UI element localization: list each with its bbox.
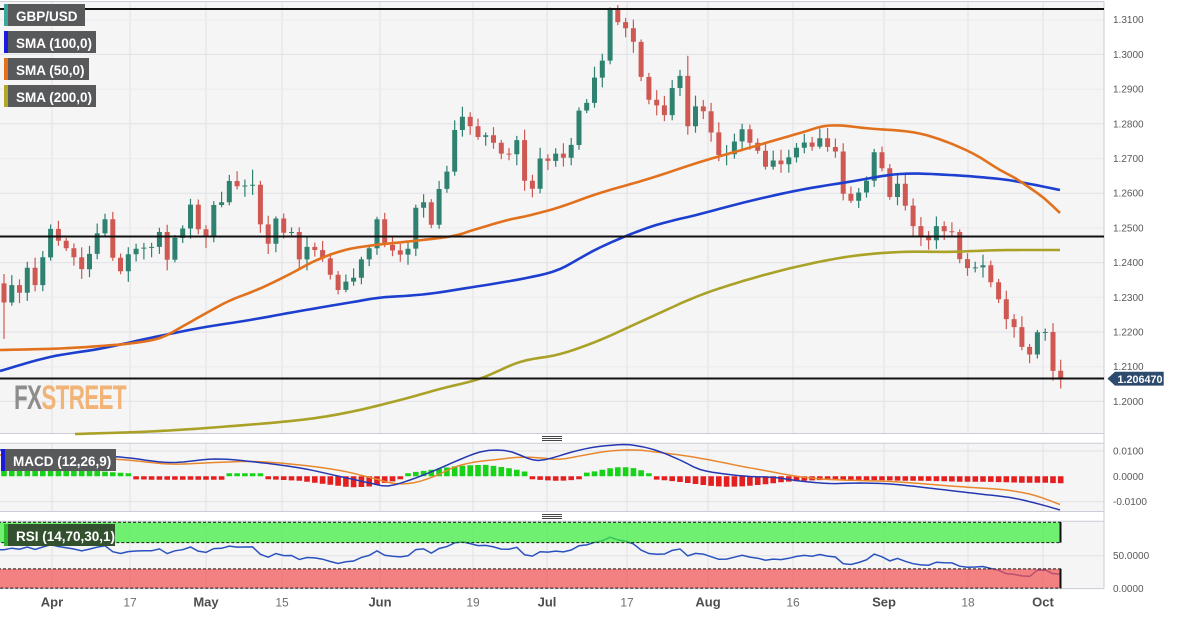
svg-text:0.0000: 0.0000 (1113, 584, 1144, 595)
svg-text:1.2700: 1.2700 (1113, 154, 1144, 165)
svg-text:1.2500: 1.2500 (1113, 223, 1144, 234)
svg-text:Aug: Aug (695, 595, 720, 610)
svg-text:1.2900: 1.2900 (1113, 85, 1144, 96)
svg-text:0.0000: 0.0000 (1113, 472, 1144, 483)
svg-text:1.2000: 1.2000 (1113, 397, 1144, 408)
svg-text:19: 19 (466, 596, 480, 610)
svg-text:Jul: Jul (538, 595, 557, 610)
svg-text:0.0100: 0.0100 (1113, 447, 1144, 458)
svg-text:RSI (14,70,30,1): RSI (14,70,30,1) (16, 529, 115, 544)
svg-text:May: May (193, 595, 219, 610)
svg-text:SMA (200,0): SMA (200,0) (16, 90, 92, 105)
svg-text:Oct: Oct (1032, 595, 1054, 610)
svg-text:1.3100: 1.3100 (1113, 15, 1144, 26)
svg-text:1.2600: 1.2600 (1113, 189, 1144, 200)
svg-text:50.0000: 50.0000 (1113, 551, 1150, 562)
svg-text:1.2400: 1.2400 (1113, 258, 1144, 269)
svg-text:15: 15 (275, 596, 289, 610)
svg-text:1.3000: 1.3000 (1113, 50, 1144, 61)
svg-text:SMA (50,0): SMA (50,0) (16, 63, 85, 78)
svg-text:1.2200: 1.2200 (1113, 328, 1144, 339)
svg-text:16: 16 (786, 596, 800, 610)
svg-text:1.206470: 1.206470 (1118, 374, 1163, 386)
svg-text:17: 17 (123, 596, 137, 610)
svg-text:17: 17 (620, 596, 634, 610)
svg-text:1.2300: 1.2300 (1113, 293, 1144, 304)
svg-text:-0.0100: -0.0100 (1113, 497, 1147, 508)
svg-text:1.2800: 1.2800 (1113, 119, 1144, 130)
svg-text:FXSTREET: FXSTREET (14, 379, 127, 417)
svg-text:MACD (12,26,9): MACD (12,26,9) (13, 454, 111, 469)
svg-text:18: 18 (961, 596, 975, 610)
svg-text:GBP/USD: GBP/USD (16, 9, 78, 24)
svg-text:SMA (100,0): SMA (100,0) (16, 36, 92, 51)
svg-text:Apr: Apr (41, 595, 63, 610)
svg-text:Jun: Jun (368, 595, 391, 610)
svg-text:1.2100: 1.2100 (1113, 362, 1144, 373)
svg-text:Sep: Sep (872, 595, 896, 610)
